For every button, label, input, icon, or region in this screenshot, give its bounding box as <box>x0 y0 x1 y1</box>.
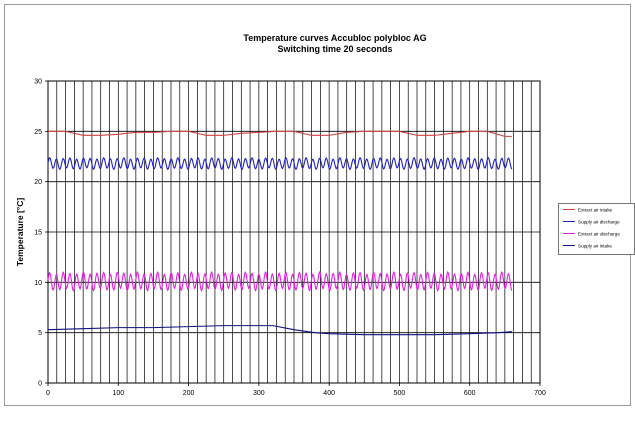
legend-label: Supply air discharge <box>578 219 620 225</box>
legend-label: Extract air intake <box>578 207 613 213</box>
y-tick-label: 0 <box>38 381 42 388</box>
legend-swatch <box>563 209 575 211</box>
y-axis-label: Temperature [°C] <box>15 198 25 267</box>
series-line <box>47 270 513 292</box>
y-tick-label: 25 <box>34 129 42 136</box>
y-tick-label: 15 <box>34 230 42 237</box>
legend-swatch <box>563 233 575 235</box>
chart-frame <box>4 4 631 406</box>
chart-title-line-2: Switching time 20 seconds <box>277 44 393 54</box>
y-tick-label: 20 <box>34 179 42 186</box>
x-tick-label: 400 <box>323 390 335 397</box>
legend-item: Extract air intake <box>563 207 612 217</box>
legend-label: Extract air discharge <box>578 231 620 237</box>
x-tick-label: 200 <box>183 390 195 397</box>
legend-item: Supply air discharge <box>563 219 620 229</box>
series-line <box>47 156 513 171</box>
x-tick-label: 600 <box>464 390 476 397</box>
x-tick-label: 0 <box>46 390 50 397</box>
x-tick-label: 300 <box>253 390 265 397</box>
x-tick-label: 700 <box>534 390 546 397</box>
legend-swatch <box>563 221 575 223</box>
chart-title-line-1: Temperature curves Accubloc polybloc AG <box>243 33 427 43</box>
series-line <box>48 130 512 137</box>
x-tick-label: 500 <box>394 390 406 397</box>
y-tick-label: 30 <box>34 79 42 86</box>
legend-swatch <box>563 245 575 247</box>
series-line <box>47 325 512 336</box>
legend-item: Supply air intake <box>563 243 612 253</box>
y-tick-label: 5 <box>38 330 42 337</box>
legend-item: Extract air discharge <box>563 231 620 241</box>
y-tick-label: 10 <box>34 280 42 287</box>
legend-label: Supply air intake <box>578 243 612 249</box>
x-tick-label: 100 <box>112 390 124 397</box>
chart-legend: Extract air intake Supply air discharge … <box>558 203 635 255</box>
